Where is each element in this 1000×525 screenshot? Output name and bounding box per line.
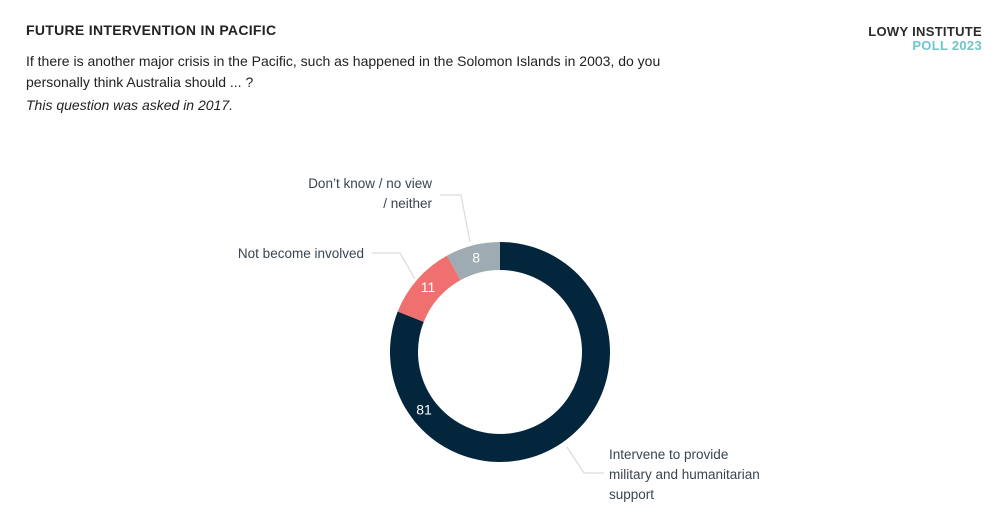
question-note: This question was asked in 2017. (26, 97, 234, 113)
slice-label-line: military and humanitarian (609, 467, 760, 482)
data-label: 11 (421, 279, 436, 295)
chart-title: FUTURE INTERVENTION IN PACIFIC (26, 22, 277, 38)
slice-label: Intervene to provide military and humanit… (609, 447, 760, 502)
slice-label-line: Don’t know / no view (308, 176, 432, 191)
slice-label-line: Not become involved (238, 246, 364, 261)
leader-line (440, 194, 471, 243)
leader-line (372, 252, 416, 280)
slice-label-line: / neither (383, 196, 432, 211)
brand-line2: POLL 2023 (912, 38, 982, 53)
leader-line (566, 446, 604, 474)
slice-label-line: Intervene to provide (609, 447, 728, 462)
donut-slice[interactable] (397, 255, 461, 322)
slice-label: Don’t know / no view / neither (308, 176, 432, 211)
brand-line1: LOWY INSTITUTE (868, 24, 982, 39)
donut-slice[interactable] (447, 242, 500, 281)
slice-label: Not become involved (238, 246, 364, 261)
data-label: 81 (416, 401, 432, 417)
brand-logo: LOWY INSTITUTE POLL 2023 (868, 25, 982, 53)
question-text: If there is another major crisis in the … (26, 53, 661, 90)
data-label: 8 (472, 250, 480, 266)
slice-label-line: support (609, 487, 654, 502)
